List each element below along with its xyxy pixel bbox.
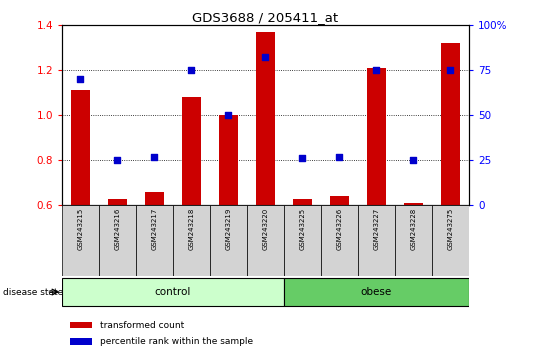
Point [187, 67, 196, 73]
Bar [293, 199, 312, 205]
Text: GSM243216: GSM243216 [114, 207, 121, 250]
Point [150, 154, 159, 159]
Title: GDS3688 / 205411_at: GDS3688 / 205411_at [192, 11, 338, 24]
FancyBboxPatch shape [432, 205, 469, 276]
Text: GSM243226: GSM243226 [336, 207, 342, 250]
Bar [145, 192, 164, 205]
Text: percentile rank within the sample: percentile rank within the sample [100, 337, 253, 346]
Point [261, 55, 270, 60]
FancyBboxPatch shape [210, 205, 247, 276]
Text: obese: obese [361, 287, 392, 297]
Text: GSM243219: GSM243219 [225, 207, 231, 250]
Bar [367, 68, 386, 205]
FancyBboxPatch shape [247, 205, 284, 276]
Bar [441, 43, 460, 205]
Text: GSM243225: GSM243225 [300, 207, 306, 250]
FancyBboxPatch shape [62, 278, 284, 307]
Bar [330, 196, 349, 205]
FancyBboxPatch shape [284, 205, 321, 276]
Text: GSM243228: GSM243228 [410, 207, 417, 250]
Point [409, 158, 418, 163]
Bar [256, 32, 275, 205]
Text: transformed count: transformed count [100, 321, 184, 330]
Point [224, 112, 233, 118]
Point [372, 67, 381, 73]
Text: control: control [155, 287, 191, 297]
Point [113, 158, 122, 163]
Point [76, 76, 85, 82]
Bar [182, 97, 201, 205]
Text: GSM243215: GSM243215 [78, 207, 84, 250]
Point [446, 67, 455, 73]
Text: GSM243275: GSM243275 [447, 207, 453, 250]
Text: GSM243217: GSM243217 [151, 207, 157, 250]
Bar [70, 321, 92, 328]
Bar [219, 115, 238, 205]
FancyBboxPatch shape [99, 205, 136, 276]
FancyBboxPatch shape [358, 205, 395, 276]
FancyBboxPatch shape [321, 205, 358, 276]
Point [298, 155, 307, 161]
Bar [70, 338, 92, 345]
FancyBboxPatch shape [173, 205, 210, 276]
Bar [404, 203, 423, 205]
FancyBboxPatch shape [136, 205, 173, 276]
FancyBboxPatch shape [62, 205, 99, 276]
Bar [71, 90, 89, 205]
Bar [108, 199, 127, 205]
FancyBboxPatch shape [395, 205, 432, 276]
Text: GSM243220: GSM243220 [262, 207, 268, 250]
Point [335, 154, 344, 159]
Text: GSM243227: GSM243227 [374, 207, 379, 250]
FancyBboxPatch shape [284, 278, 469, 307]
Text: GSM243218: GSM243218 [189, 207, 195, 250]
Text: disease state: disease state [3, 287, 63, 297]
